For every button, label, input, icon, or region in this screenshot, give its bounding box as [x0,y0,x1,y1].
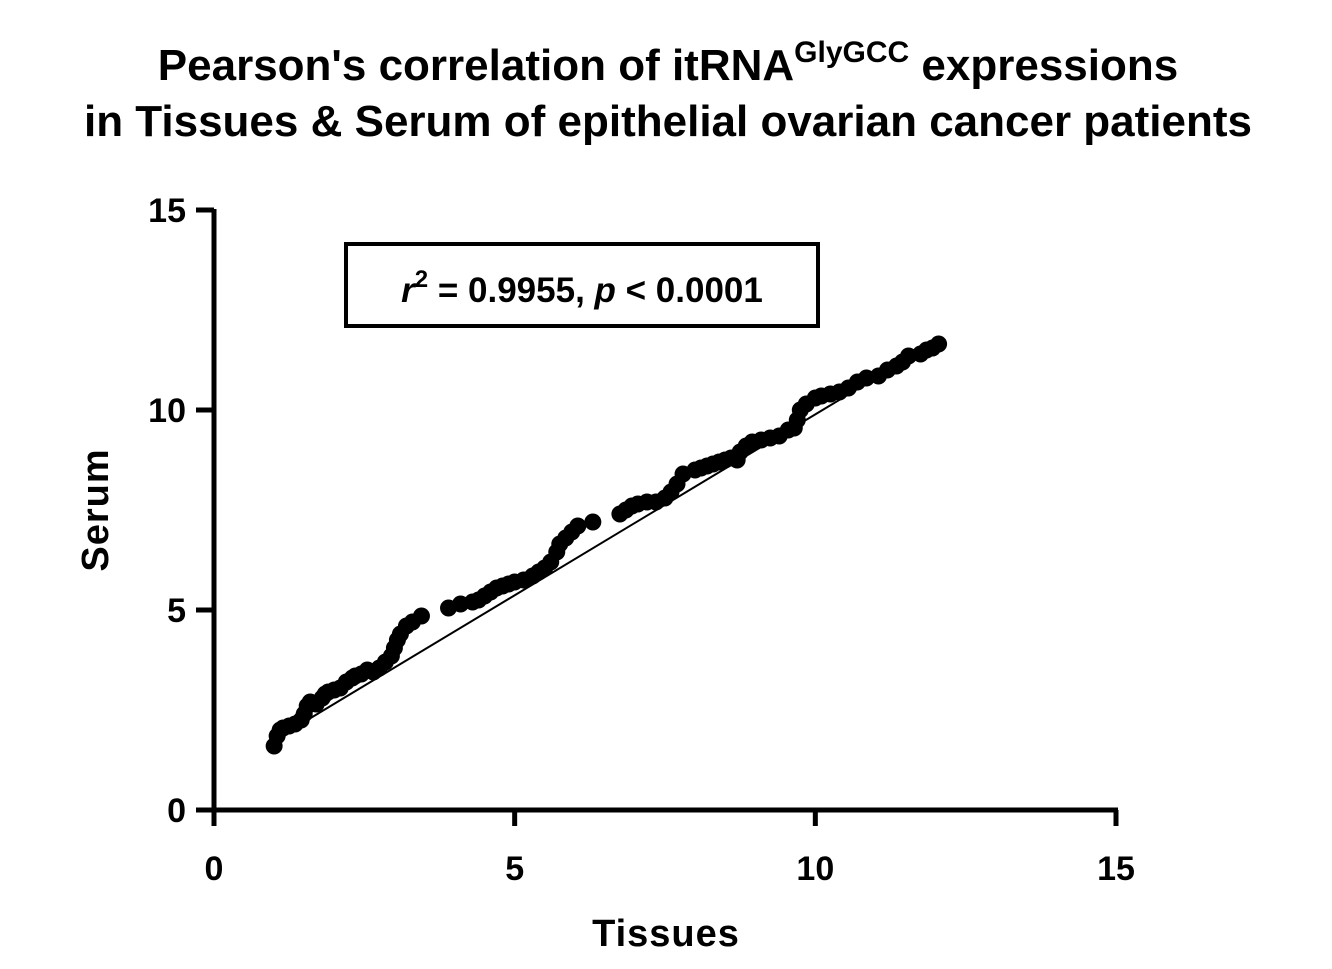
y-tick-label: 0 [167,792,186,830]
x-tick-label: 5 [505,850,524,888]
r-symbol: r [401,271,417,310]
stats-annotation-text: r2 = 0.9955, p < 0.0001 [401,266,763,310]
data-point [412,607,430,625]
y-tick-label: 10 [148,392,186,430]
p-symbol: p [594,271,616,310]
data-point [569,517,587,535]
x-axis-title: Tissues [592,913,740,955]
r-value: = 0.9955, [428,271,594,310]
axis-ticks: 0 5 10 15 0 5 10 15 [148,192,1135,888]
p-value: < 0.0001 [616,271,763,310]
chart-title-superscript: GlyGCC [794,36,909,69]
chart-title-suffix: expressions [909,41,1178,90]
y-tick-label: 5 [167,592,186,630]
chart-title-prefix: Pearson's correlation of itRNA [158,41,794,90]
chart-title-line1: Pearson's correlation of itRNAGlyGCC exp… [158,36,1178,90]
r-exponent: 2 [415,266,428,293]
chart-title-line2: in Tissues & Serum of epithelial ovarian… [84,97,1252,146]
y-tick-label: 15 [148,192,186,230]
y-axis-title: Serum [75,448,117,571]
data-point [584,513,602,531]
x-tick-label: 10 [796,850,834,888]
x-tick-label: 15 [1097,850,1135,888]
data-point [930,335,948,353]
x-tick-label: 0 [205,850,224,888]
stats-annotation-box [344,242,820,328]
data-points [265,335,948,755]
